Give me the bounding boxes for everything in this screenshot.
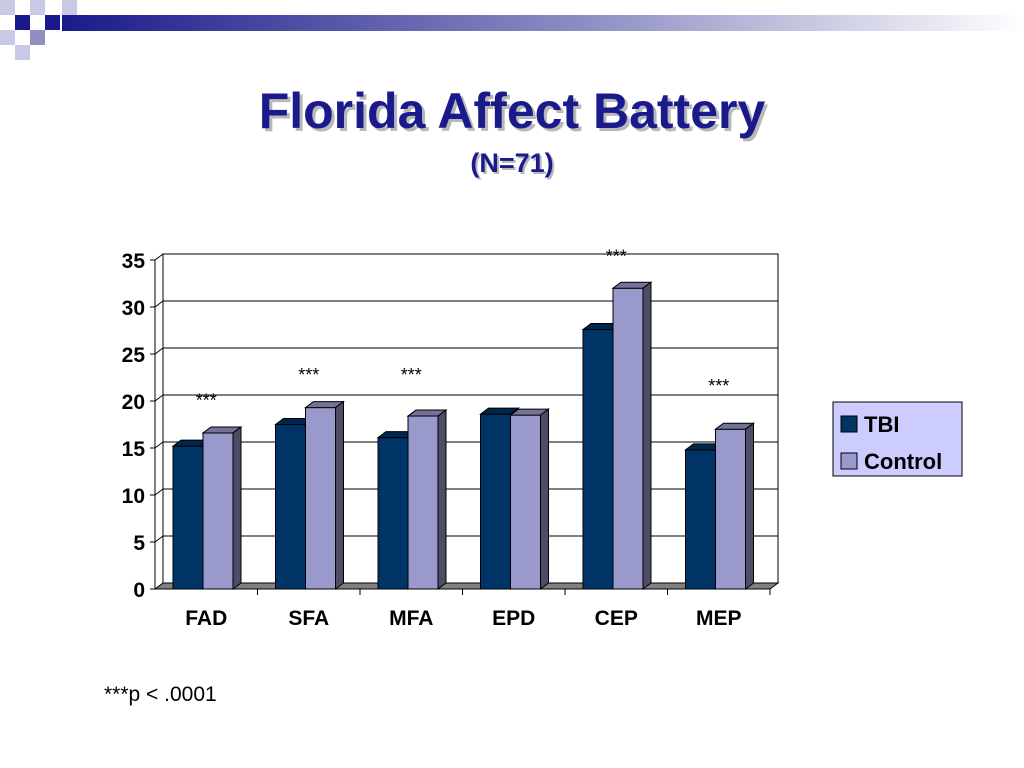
bar-side: [232, 425, 242, 590]
y-tick-label: 0: [133, 579, 145, 602]
bar-control-mfa: [406, 409, 448, 590]
y-tick-label: 30: [122, 297, 145, 320]
significance-annotation: ***: [298, 365, 319, 385]
gridline-side: [154, 347, 164, 355]
bar-front: [510, 414, 541, 590]
bar-front: [582, 329, 614, 590]
bar-front: [275, 424, 306, 590]
gridline-side: [154, 488, 164, 496]
bar-side: [745, 422, 754, 590]
gridline-side: [154, 394, 164, 402]
plot-floor: [153, 582, 780, 590]
bar-side: [642, 281, 652, 590]
legend-swatch-control: [840, 452, 858, 470]
y-tick-label: 20: [122, 391, 145, 414]
bar-side: [540, 408, 549, 590]
gridline-side: [154, 253, 164, 261]
gridline-side: [154, 441, 164, 449]
significance-annotation: ***: [708, 376, 729, 396]
bar-control-fad: [201, 425, 243, 590]
significance-annotation: ***: [606, 246, 627, 266]
significance-annotation: ***: [401, 365, 422, 385]
bar-front: [305, 407, 336, 590]
x-tick-label: CEP: [595, 607, 638, 630]
y-tick-label: 35: [122, 250, 146, 273]
footnote: ***p < .0001: [104, 683, 217, 706]
bar-front: [407, 415, 439, 590]
y-tick-label: 10: [122, 485, 145, 508]
bar-control-sfa: [304, 400, 345, 590]
decorative-header-pattern: [0, 0, 1024, 60]
bar-side: [335, 400, 344, 590]
bar-control-epd: [509, 408, 550, 590]
bar-control-cep: [611, 281, 653, 590]
bar-front: [685, 449, 716, 590]
y-tick-label: 15: [122, 438, 146, 461]
legend-swatch-tbi: [840, 415, 858, 433]
slide-subtitle: (N=71): [470, 148, 554, 178]
bar-front: [715, 428, 746, 590]
x-tick-label: SFA: [288, 607, 329, 630]
bar-front: [172, 445, 204, 590]
x-tick-label: MEP: [696, 607, 742, 630]
y-tick-label: 25: [122, 344, 146, 367]
x-tick-label: MFA: [389, 607, 433, 630]
slide-title: Florida Affect Battery: [258, 83, 766, 139]
legend-label-tbi: TBI: [864, 412, 899, 437]
gridline-side: [154, 535, 164, 543]
x-tick-label: FAD: [185, 607, 227, 630]
bar-side: [437, 409, 447, 590]
bar-control-mep: [714, 422, 755, 590]
chart-legend: TBI Control: [832, 401, 963, 477]
legend-label-control: Control: [864, 449, 942, 474]
gridline-side: [154, 300, 164, 308]
significance-annotation: ***: [196, 390, 217, 410]
bar-front: [377, 437, 409, 590]
y-tick-label: 5: [133, 532, 145, 555]
bar-front: [612, 287, 644, 590]
plot-back-wall: [162, 253, 779, 584]
bar-front: [202, 432, 234, 590]
bar-front: [480, 413, 511, 590]
x-tick-label: EPD: [492, 607, 535, 630]
